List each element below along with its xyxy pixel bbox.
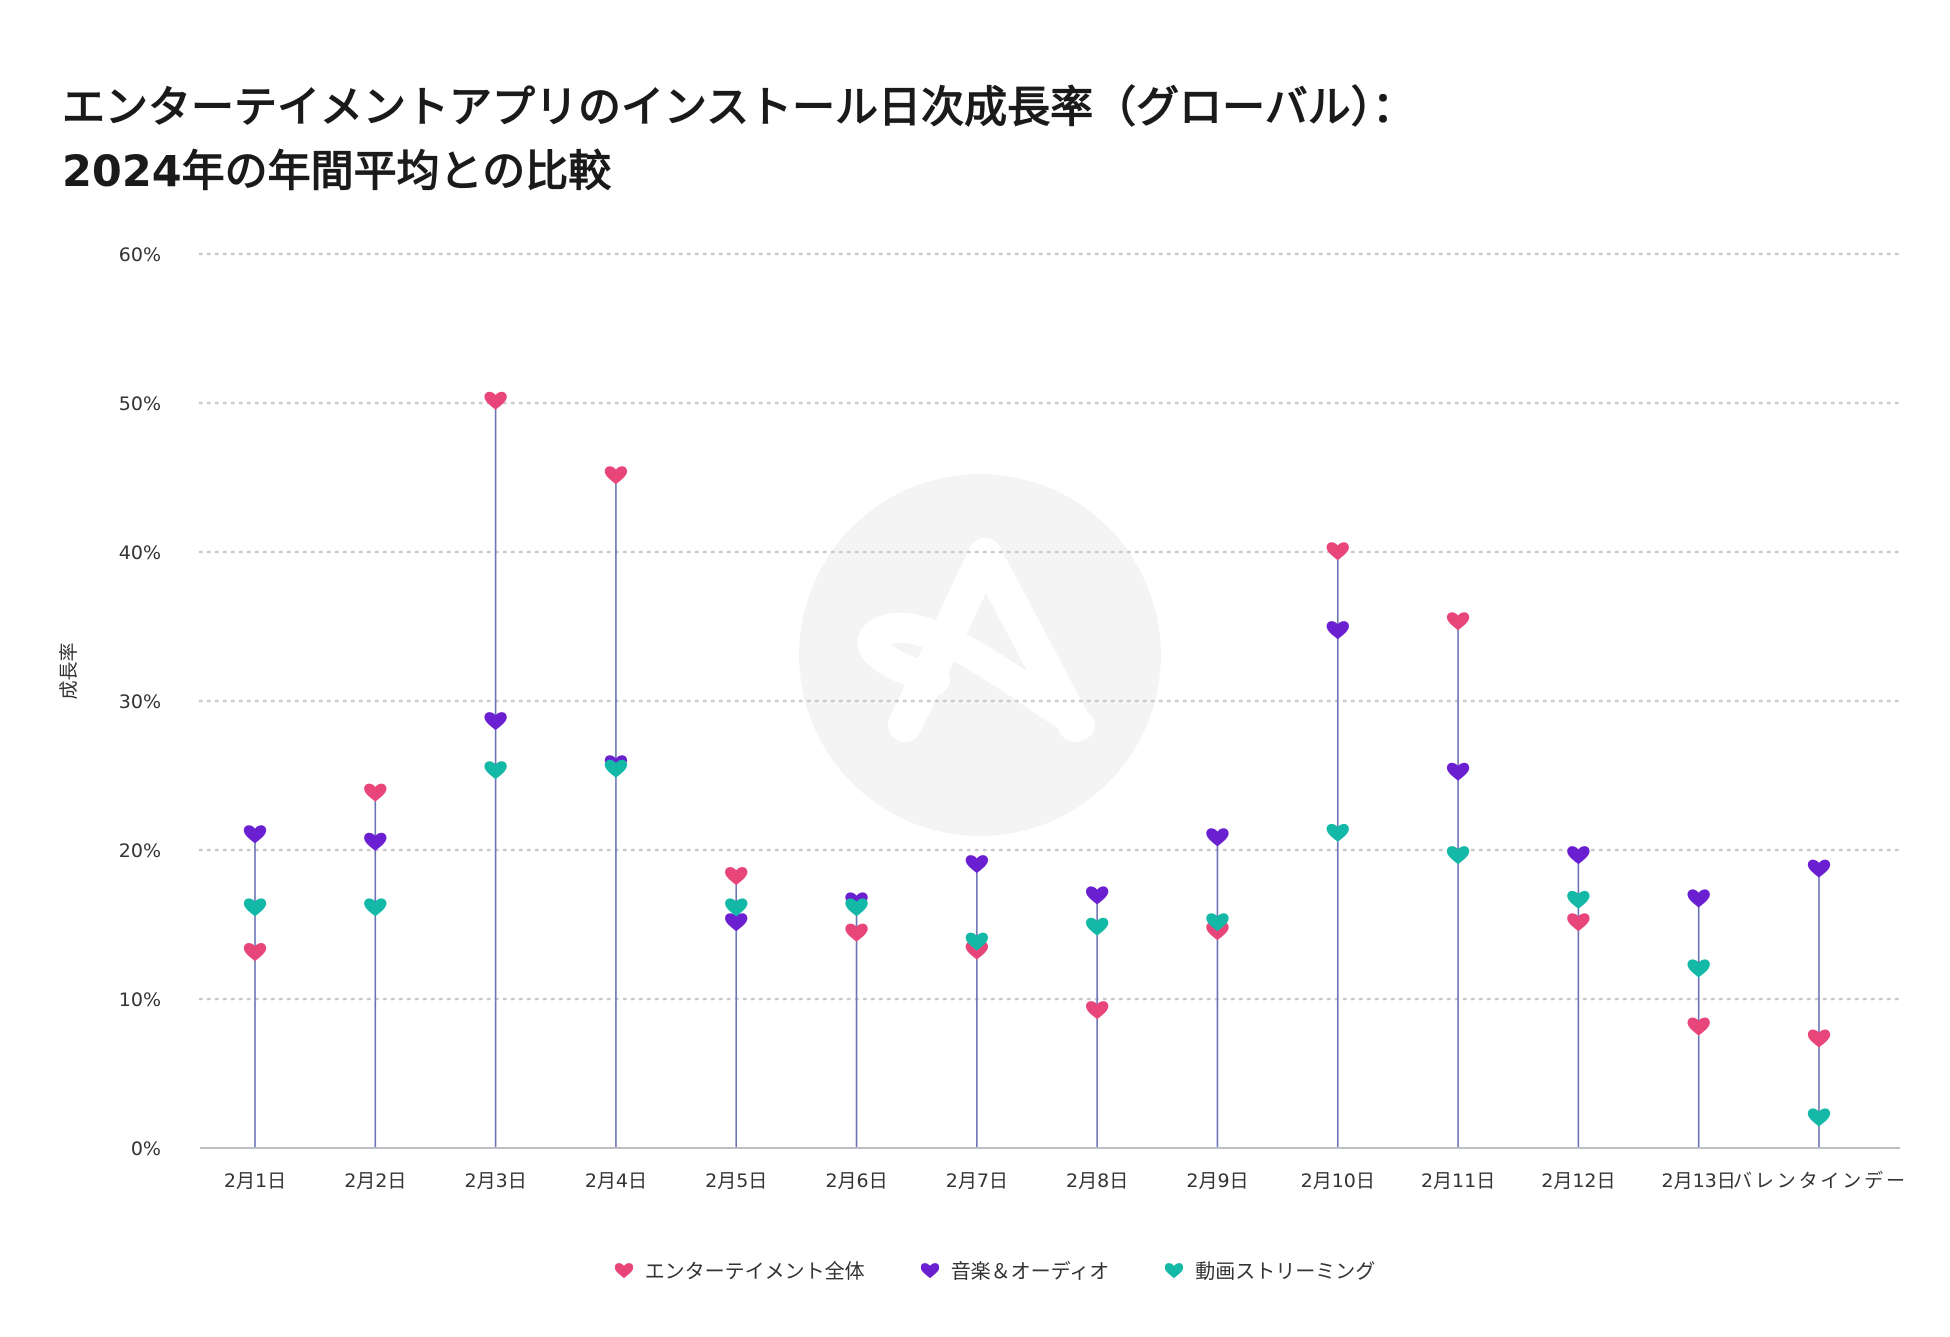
data-point-2[interactable]	[1446, 846, 1470, 865]
data-point-1[interactable]	[1446, 762, 1470, 781]
x-tick-label: 2月10日	[1301, 1170, 1375, 1192]
data-point-0[interactable]	[243, 943, 267, 962]
data-point-2[interactable]	[965, 932, 989, 951]
data-point-2[interactable]	[484, 761, 507, 780]
data-point-0[interactable]	[364, 783, 387, 802]
data-point-1[interactable]	[725, 913, 748, 932]
x-tick-label: 2月3日	[465, 1170, 527, 1192]
x-axis: 2月1日 2月2日 2月3日 2月4日 2月5日 2月6日 2月7日 2月8日 2月9日 2月10…	[200, 1147, 1905, 1192]
data-point-2[interactable]	[725, 898, 748, 917]
legend-heart-icon	[1165, 1263, 1184, 1278]
data-point-0[interactable]	[725, 867, 748, 886]
data-point-2[interactable]	[845, 898, 868, 917]
legend-heart-icon	[614, 1263, 633, 1278]
data-point-1[interactable]	[1687, 889, 1710, 908]
legend-heart-icon	[920, 1263, 939, 1278]
x-tick-label: 2月4日	[585, 1170, 647, 1192]
legend-item-1[interactable]: 音楽＆オーディオ	[920, 1254, 1110, 1284]
legend-item-2[interactable]: 動画ストリーミング	[1165, 1254, 1375, 1284]
stems	[254, 400, 1820, 1148]
data-point-2[interactable]	[364, 898, 387, 917]
y-axis-title: 成長率	[58, 642, 80, 699]
x-tick-label: 2月2日	[344, 1170, 406, 1192]
data-point-1[interactable]	[845, 892, 868, 911]
data-point-1[interactable]	[1807, 859, 1831, 878]
data-point-1[interactable]	[364, 832, 387, 851]
x-tick-label: 2月12日	[1541, 1170, 1615, 1192]
legend: エンターテイメント全体 音楽＆オーディオ 動画ストリーミング	[0, 1254, 1950, 1284]
data-point-2[interactable]	[1807, 1108, 1831, 1127]
markers	[243, 391, 1831, 1127]
data-point-2[interactable]	[604, 759, 628, 778]
gridlines	[198, 252, 1902, 1001]
data-point-0[interactable]	[1567, 913, 1590, 932]
data-point-0[interactable]	[1446, 612, 1470, 631]
legend-label: 動画ストリーミング	[1195, 1258, 1376, 1283]
data-point-0[interactable]	[845, 923, 868, 942]
chart-title: エンターテイメントアプリのインストール日次成長率（グローバル）： 2024年の年…	[62, 76, 1415, 204]
data-point-0[interactable]	[1085, 1001, 1109, 1020]
x-tick-label: 2月8日	[1066, 1170, 1128, 1192]
data-point-0[interactable]	[484, 391, 507, 410]
data-point-2[interactable]	[1206, 913, 1229, 932]
data-point-2[interactable]	[1085, 917, 1109, 936]
x-tick-label: 2月6日	[825, 1170, 887, 1192]
data-point-2[interactable]	[1567, 890, 1590, 910]
watermark-logo	[799, 474, 1161, 836]
y-tick-label: 30%	[119, 691, 161, 713]
x-tick-label: 2月11日	[1421, 1170, 1495, 1192]
y-tick-label: 0%	[131, 1138, 161, 1160]
data-point-0[interactable]	[1687, 1017, 1710, 1036]
y-tick-label: 50%	[119, 393, 161, 415]
x-tick-label: 2月1日	[224, 1170, 286, 1192]
data-point-1[interactable]	[484, 712, 507, 731]
x-tick-label: 2月13日	[1662, 1170, 1736, 1192]
data-point-1[interactable]	[243, 825, 267, 844]
x-tick-label: バレンタインデー	[1733, 1170, 1905, 1192]
data-point-1[interactable]	[1326, 621, 1349, 640]
x-tick-label: 2月5日	[705, 1170, 767, 1192]
y-tick-label: 10%	[119, 989, 161, 1011]
data-point-1[interactable]	[965, 855, 989, 874]
chart-title-line-1: エンターテイメントアプリのインストール日次成長率（グローバル）：	[62, 83, 1416, 133]
data-point-2[interactable]	[243, 898, 267, 917]
x-tick-label: 2月7日	[946, 1170, 1008, 1192]
data-point-0[interactable]	[1326, 542, 1349, 561]
data-point-0[interactable]	[604, 466, 628, 485]
data-point-1[interactable]	[1206, 828, 1229, 847]
data-point-0[interactable]	[1807, 1029, 1831, 1048]
x-tick-label: 2月9日	[1186, 1170, 1248, 1192]
y-tick-label: 20%	[119, 840, 161, 862]
y-tick-label: 40%	[119, 542, 161, 564]
chart-title-line-2: 2024年の年間平均との比較	[62, 147, 612, 197]
data-point-2[interactable]	[1326, 823, 1349, 843]
data-point-1[interactable]	[1085, 886, 1109, 905]
legend-item-0[interactable]: エンターテイメント全体	[614, 1254, 865, 1284]
y-tick-label: 60%	[119, 244, 161, 266]
legend-label: エンターテイメント全体	[644, 1258, 865, 1283]
data-point-2[interactable]	[1687, 959, 1710, 978]
legend-label: 音楽＆オーディオ	[950, 1258, 1110, 1283]
y-axis: 成長率 0% 10% 20% 30% 40% 50% 60%	[58, 244, 161, 1160]
data-point-1[interactable]	[1567, 846, 1590, 865]
